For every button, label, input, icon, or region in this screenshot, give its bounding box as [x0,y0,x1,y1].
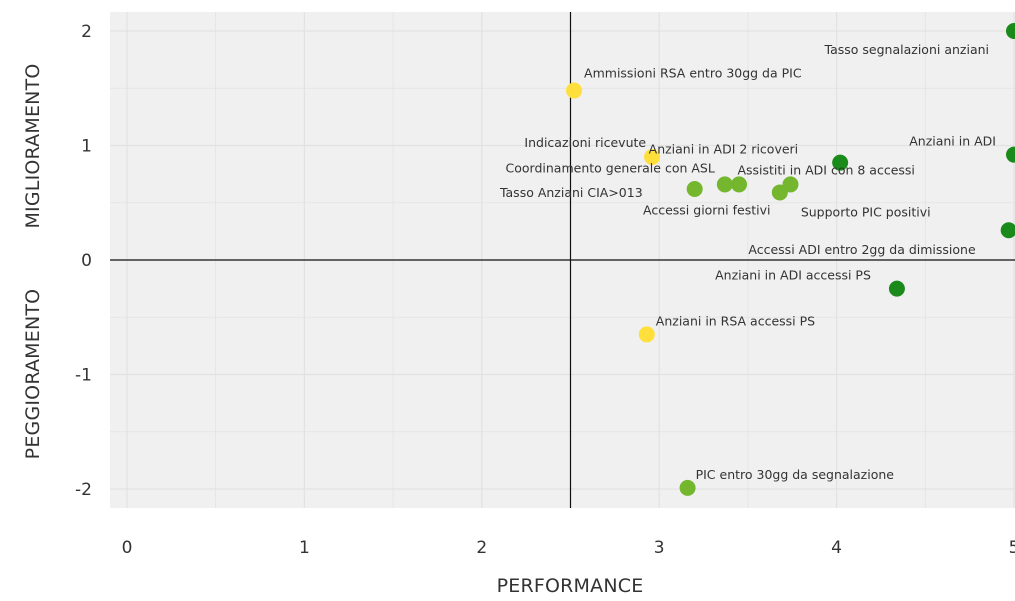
y-tick-label: 2 [81,22,92,42]
y-tick-label: -2 [75,480,92,500]
point-label: Anziani in ADI accessi PS [715,268,871,283]
x-axis-title: PERFORMANCE [497,575,644,597]
point-label: Supporto PIC positivi [801,204,931,219]
data-point [679,479,696,496]
data-point [644,148,661,165]
data-point [686,181,703,198]
point-label: Accessi giorni festivi [643,202,770,217]
x-tick-label: 4 [831,538,842,558]
data-points [566,23,1015,496]
point-label: Tasso Anziani CIA>013 [499,185,643,200]
data-point [888,280,905,297]
y-axis-title-bottom: PEGGIORAMENTO [22,289,44,460]
point-label: Coordinamento generale con ASL [506,160,715,175]
x-tick-label: 2 [476,538,487,558]
data-point [638,326,655,343]
point-label: PIC entro 30gg da segnalazione [696,467,895,482]
data-point [716,176,733,193]
y-tick-label: 1 [81,137,92,157]
data-point [1006,146,1015,163]
data-point [1000,222,1015,239]
x-tick-label: 5 [1009,538,1015,558]
point-label: Assistiti in ADI con 8 accessi [737,162,914,177]
point-label: Ammissioni RSA entro 30gg da PIC [584,66,802,81]
point-label: Anziani in RSA accessi PS [656,313,815,328]
point-labels: Tasso segnalazioni anziani Ammissioni RSA… [499,42,996,482]
x-tick-labels: 0 1 2 3 4 5 [122,538,1015,558]
data-point [731,176,748,193]
data-point [771,184,788,201]
y-tick-labels: -2 -1 0 1 2 [75,22,92,500]
point-label: Accessi ADI entro 2gg da dimissione [748,242,976,257]
y-tick-label: -1 [75,366,92,386]
point-label: Tasso segnalazioni anziani [824,42,989,57]
x-tick-label: 0 [122,538,133,558]
data-point [566,82,583,99]
point-label: Anziani in ADI [909,134,996,149]
data-point [1006,23,1015,39]
y-axis-title-top: MIGLIORAMENTO [22,63,44,228]
data-point [832,154,849,171]
point-label: Indicazioni ricevute [524,135,646,150]
point-label: Anziani in ADI 2 ricoveri [649,142,799,157]
y-tick-label: 0 [81,251,92,271]
x-tick-label: 1 [299,538,310,558]
x-tick-label: 3 [654,538,665,558]
